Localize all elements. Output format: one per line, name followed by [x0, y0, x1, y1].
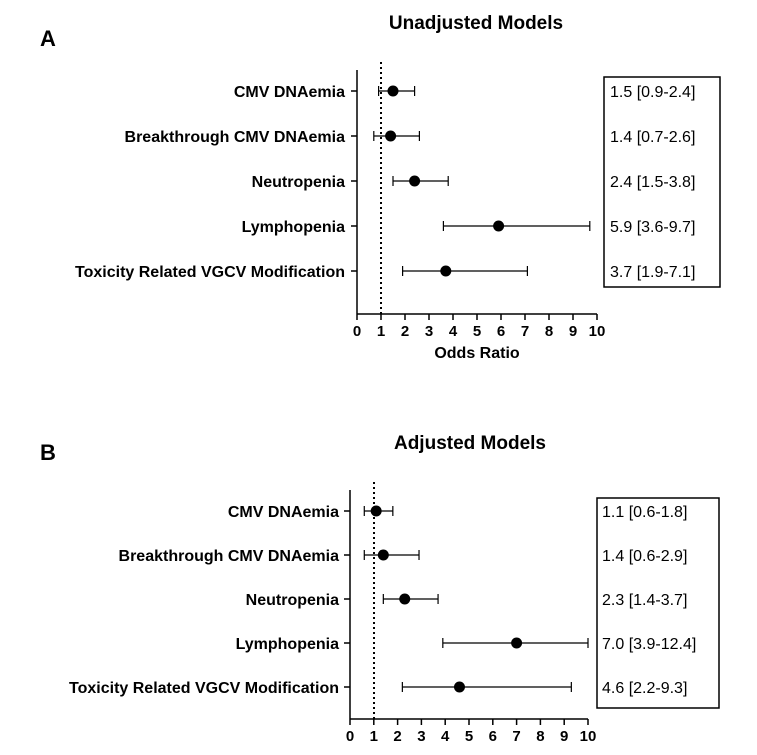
ci-text: 7.0 [3.9-12.4]: [602, 636, 696, 653]
x-tick-label: 4: [449, 323, 458, 340]
odds-ratio-point: [370, 505, 382, 517]
panel-a-letter: A: [40, 26, 56, 51]
panel-b-letter: B: [40, 440, 56, 465]
ci-text: 1.1 [0.6-1.8]: [602, 504, 687, 521]
panel-b-ticks: [344, 510, 589, 725]
x-tick-label: 0: [353, 323, 361, 340]
x-tick-label: 9: [560, 728, 568, 745]
odds-ratio-point: [440, 265, 452, 277]
x-tick-label: 6: [489, 728, 497, 745]
odds-ratio-point: [409, 175, 421, 187]
panel-a-ticks: [351, 90, 598, 320]
ci-text: 3.7 [1.9-7.1]: [610, 264, 695, 281]
x-tick-label: 8: [545, 323, 553, 340]
row-label: Lymphopenia: [236, 636, 340, 653]
x-tick-label: 7: [521, 323, 529, 340]
row-label: Toxicity Related VGCV Modification: [75, 264, 345, 281]
row-label: Toxicity Related VGCV Modification: [69, 680, 339, 697]
x-tick-label: 10: [580, 728, 597, 745]
panel-a-tick-labels: 0 1 2 3 4 5 6 7 8 9 10: [353, 323, 606, 340]
x-tick-label: 1: [370, 728, 378, 745]
ci-text: 2.3 [1.4-3.7]: [602, 592, 687, 609]
x-tick-label: 3: [417, 728, 425, 745]
panel-b: B Adjusted Models CMV DNAemia Breakthroug…: [40, 433, 720, 745]
ci-text: 2.4 [1.5-3.8]: [610, 174, 695, 191]
x-tick-label: 9: [569, 323, 577, 340]
x-tick-label: 2: [401, 323, 409, 340]
panel-b-tick-labels: 0 1 2 3 4 5 6 7 8 9 10: [346, 728, 597, 745]
panel-a-x-axis-label: Odds Ratio: [434, 345, 520, 362]
odds-ratio-point: [453, 681, 465, 693]
row-label: CMV DNAemia: [228, 504, 339, 521]
panel-a: A Unadjusted Models CMV DNAemia Breakthro…: [40, 13, 721, 362]
x-tick-label: 0: [346, 728, 354, 745]
row-label: Breakthrough CMV DNAemia: [125, 129, 346, 146]
x-tick-label: 7: [512, 728, 520, 745]
ci-text: 1.4 [0.7-2.6]: [610, 129, 695, 146]
panel-a-plot: 0 1 2 3 4 5 6 7 8 9 10: [351, 62, 605, 340]
odds-ratio-point: [385, 130, 397, 142]
panel-b-ci-box: [596, 497, 720, 709]
x-tick-label: 1: [377, 323, 385, 340]
ci-text: 1.4 [0.6-2.9]: [602, 548, 687, 565]
panel-a-ci-bars: [373, 86, 591, 276]
row-label: Neutropenia: [252, 174, 345, 191]
x-tick-label: 5: [473, 323, 481, 340]
row-label: Neutropenia: [246, 592, 339, 609]
row-label: Lymphopenia: [242, 219, 346, 236]
x-tick-label: 8: [536, 728, 544, 745]
panel-b-row-labels: CMV DNAemia Breakthrough CMV DNAemia Neutr…: [69, 504, 339, 697]
ci-text: 1.5 [0.9-2.4]: [610, 84, 695, 101]
x-tick-label: 4: [441, 728, 450, 745]
row-label: Breakthrough CMV DNAemia: [119, 548, 340, 565]
panel-a-ci-box: [603, 76, 721, 288]
x-tick-label: 3: [425, 323, 433, 340]
panel-b-ci-bars: [363, 506, 589, 692]
odds-ratio-point: [399, 593, 411, 605]
panel-a-ci-texts: 1.5 [0.9-2.4] 1.4 [0.7-2.6] 2.4 [1.5-3.8] 5…: [610, 84, 695, 281]
ci-text: 5.9 [3.6-9.7]: [610, 219, 695, 236]
row-label: CMV DNAemia: [234, 84, 345, 101]
x-tick-label: 6: [497, 323, 505, 340]
odds-ratio-point: [493, 220, 505, 232]
panel-b-plot: 0 1 2 3 4 5 6 7 8 9 10: [344, 482, 596, 745]
x-tick-label: 5: [465, 728, 473, 745]
x-tick-label: 2: [393, 728, 401, 745]
x-tick-label: 10: [589, 323, 606, 340]
panel-b-title: Adjusted Models: [394, 433, 546, 454]
odds-ratio-point: [377, 549, 389, 561]
panel-b-points: [370, 505, 523, 693]
panel-a-row-labels: CMV DNAemia Breakthrough CMV DNAemia Neutr…: [75, 84, 345, 281]
panel-a-title: Unadjusted Models: [389, 13, 563, 34]
panel-a-points: [385, 85, 505, 277]
odds-ratio-point: [387, 85, 399, 97]
ci-text: 4.6 [2.2-9.3]: [602, 680, 687, 697]
panel-b-ci-texts: 1.1 [0.6-1.8] 1.4 [0.6-2.9] 2.3 [1.4-3.7] 7…: [602, 504, 696, 697]
odds-ratio-point: [511, 637, 523, 649]
